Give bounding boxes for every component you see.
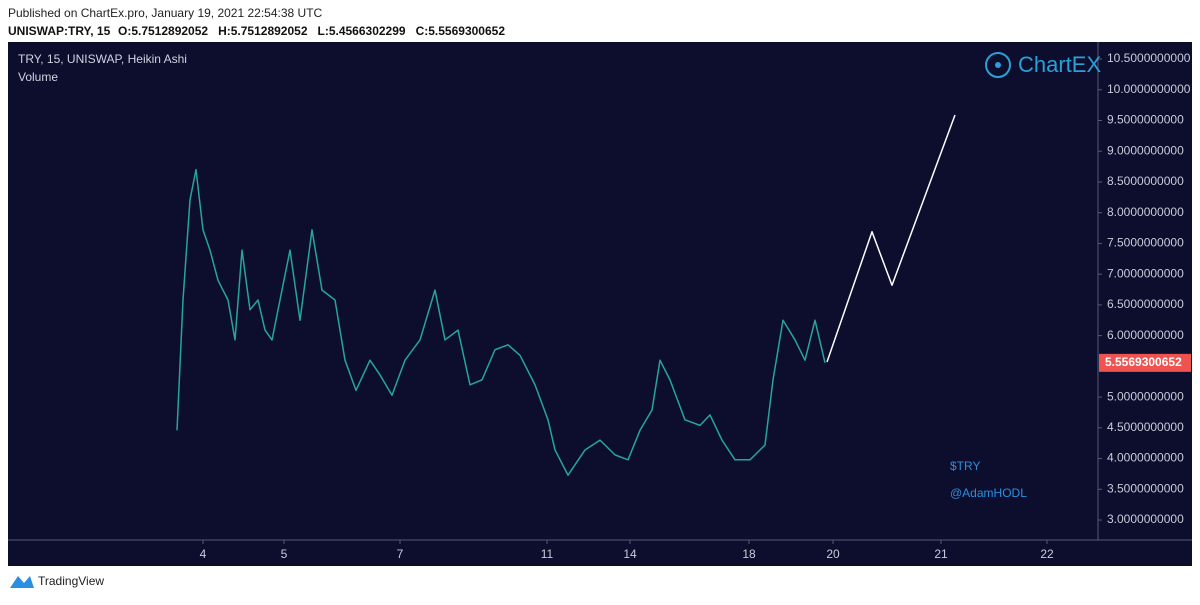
x-tick-label: 4: [200, 547, 207, 561]
y-tick-label: 7.0000000000: [1107, 266, 1184, 280]
published-line: Published on ChartEx.pro, January 19, 20…: [8, 6, 323, 20]
logo-icon: [985, 52, 1011, 78]
y-tick-label: 8.5000000000: [1107, 174, 1184, 188]
annotation: $TRY: [950, 459, 980, 473]
logo: ChartEX: [985, 52, 1101, 78]
tradingview-icon: [10, 576, 34, 588]
y-tick-label: 6.5000000000: [1107, 297, 1184, 311]
price-line: [826, 114, 956, 363]
y-tick-label: 9.0000000000: [1107, 143, 1184, 157]
ohlc-value: L:5.4566302299: [318, 24, 406, 38]
chart-title: TRY, 15, UNISWAP, Heikin Ashi: [18, 52, 187, 66]
y-tick-label: 5.0000000000: [1107, 389, 1184, 403]
y-tick-label: 7.5000000000: [1107, 236, 1184, 250]
y-tick-label: 3.0000000000: [1107, 512, 1184, 526]
y-tick-label: 4.0000000000: [1107, 451, 1184, 465]
ohlc-values: O:5.7512892052 H:5.7512892052 L:5.45663022…: [118, 24, 505, 38]
y-tick-label: 6.0000000000: [1107, 328, 1184, 342]
y-tick-label: 10.5000000000: [1107, 51, 1191, 65]
x-tick-label: 5: [281, 547, 288, 561]
ohlc-value: O:5.7512892052: [118, 24, 208, 38]
symbol: UNISWAP:TRY, 15: [8, 24, 111, 38]
annotation: @AdamHODL: [950, 486, 1027, 500]
last-price-box: [1099, 353, 1191, 372]
y-tick-label: 10.0000000000: [1107, 82, 1191, 96]
y-tick-label: 3.5000000000: [1107, 481, 1184, 495]
logo-dot: [995, 62, 1001, 68]
x-tick-label: 7: [397, 547, 404, 561]
x-tick-label: 11: [541, 547, 554, 561]
chart-subtitle: Volume: [18, 70, 58, 84]
price-line: [176, 168, 826, 476]
y-tick-label: 8.0000000000: [1107, 205, 1184, 219]
watermark: ChartEX: [1018, 52, 1101, 77]
x-tick-label: 18: [742, 547, 756, 561]
x-tick-label: 20: [826, 547, 840, 561]
last-price-label: 5.5569300652: [1105, 355, 1182, 369]
x-tick-label: 22: [1040, 547, 1054, 561]
chart-background: [8, 42, 1192, 566]
ohlc-value: C:5.5569300652: [416, 24, 506, 38]
ohlc-value: H:5.7512892052: [218, 24, 308, 38]
x-tick-label: 21: [934, 547, 948, 561]
y-tick-label: 4.5000000000: [1107, 420, 1184, 434]
x-tick-label: 14: [623, 547, 637, 561]
y-tick-label: 9.5000000000: [1107, 113, 1184, 127]
footer-logo: TradingView: [10, 574, 104, 588]
footer-text: TradingView: [38, 574, 104, 588]
